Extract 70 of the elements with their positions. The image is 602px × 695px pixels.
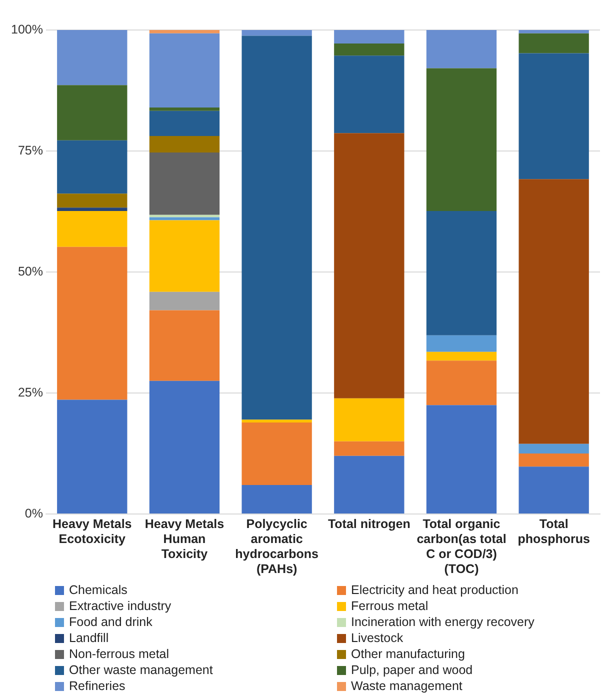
bar xyxy=(149,152,220,215)
bar xyxy=(149,107,220,111)
x-tick-label: Heavy Metals Human Toxicity xyxy=(144,516,224,561)
bar xyxy=(149,380,220,514)
x-tick-label: Total phosphorus xyxy=(518,516,590,546)
bar xyxy=(149,310,220,381)
bar xyxy=(334,398,404,442)
bar xyxy=(149,110,220,136)
legend-label: Food and drink xyxy=(69,615,152,629)
legend-label: Pulp, paper and wood xyxy=(351,663,473,677)
bar xyxy=(334,44,404,56)
legend-label: Electricity and heat production xyxy=(351,583,518,597)
bar xyxy=(518,444,589,454)
bar xyxy=(334,56,404,134)
legend-label: Landfill xyxy=(69,631,109,645)
bar xyxy=(242,484,312,514)
bar xyxy=(242,422,312,485)
x-tick-label: Total nitrogen xyxy=(328,516,410,531)
bar xyxy=(518,466,589,514)
bar xyxy=(426,30,497,68)
bar xyxy=(149,33,220,108)
legend-label: Other waste management xyxy=(69,663,213,677)
bar xyxy=(426,68,497,212)
y-tick-label: 0% xyxy=(24,506,43,520)
bar xyxy=(242,30,312,36)
bar xyxy=(57,140,128,194)
bar xyxy=(57,211,128,247)
bar xyxy=(426,360,497,406)
bar xyxy=(149,30,220,34)
bar xyxy=(334,30,404,44)
legend-label: Ferrous metal xyxy=(351,599,428,613)
bar xyxy=(518,179,589,444)
bar xyxy=(334,456,404,514)
bar xyxy=(57,246,128,400)
bar xyxy=(57,194,128,208)
y-tick-label: 50% xyxy=(18,264,43,278)
bar xyxy=(57,208,128,212)
bar xyxy=(426,335,497,352)
x-tick-label: Total organic carbon(as total C or COD/3) (TOC) xyxy=(416,516,506,576)
bar xyxy=(518,33,589,54)
bar xyxy=(426,211,497,336)
y-tick-label: 100% xyxy=(10,22,43,36)
legend-label: Non-ferrous metal xyxy=(69,647,170,661)
bar xyxy=(57,30,128,86)
legend-label: Waste management xyxy=(351,679,462,693)
bar xyxy=(334,441,404,456)
bar xyxy=(57,400,128,514)
y-tick-label: 75% xyxy=(18,143,43,158)
bar xyxy=(242,36,312,420)
bar xyxy=(426,405,497,514)
bar xyxy=(518,30,589,34)
bar xyxy=(334,133,404,398)
legend-label: Chemicals xyxy=(69,583,128,597)
x-tick-label: Heavy Metals Ecotoxicity xyxy=(52,516,132,546)
bar xyxy=(57,85,128,140)
bar xyxy=(518,53,589,180)
legend-label: Livestock xyxy=(351,631,404,645)
legend-label: Other manufacturing xyxy=(351,647,465,661)
x-tick-label: Polycyclic aromatic hydrocarbons (PAHs) xyxy=(235,516,319,576)
bar xyxy=(426,352,497,361)
bar xyxy=(149,220,220,292)
y-tick-label: 25% xyxy=(18,385,43,400)
bar xyxy=(149,136,220,152)
legend-label: Incineration with energy recovery xyxy=(351,615,534,629)
bar xyxy=(149,292,220,310)
legend-label: Extractive industry xyxy=(69,599,172,613)
bar xyxy=(242,420,312,423)
bar xyxy=(518,454,589,467)
legend-label: Refineries xyxy=(69,679,126,693)
bar xyxy=(149,214,220,218)
